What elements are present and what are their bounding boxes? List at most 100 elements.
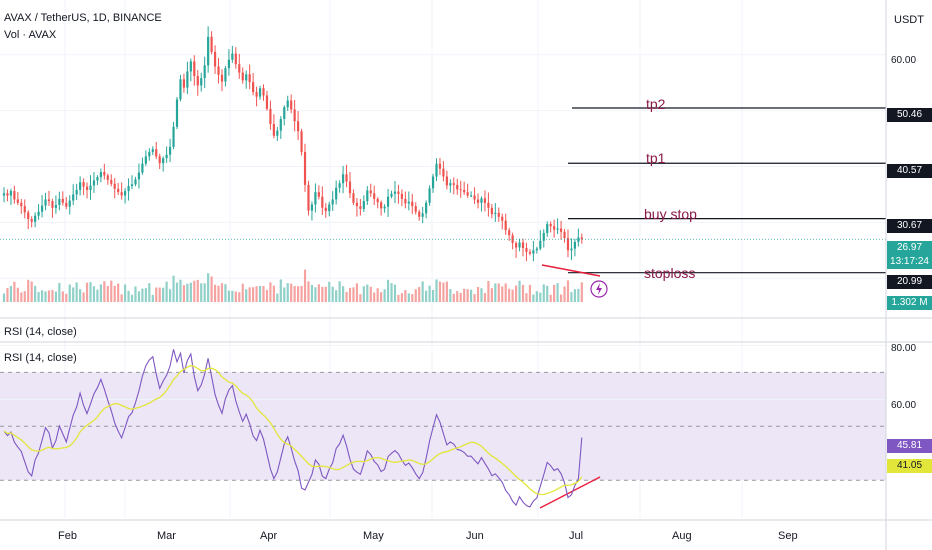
month-feb: Feb	[58, 530, 77, 542]
volume-bar	[248, 287, 251, 302]
candle-body	[518, 242, 521, 248]
candle-body	[331, 199, 334, 205]
candle-body	[431, 176, 435, 189]
volume-value-label: 1.302 M	[887, 296, 932, 310]
volume-bar	[175, 282, 179, 302]
candle-body	[566, 238, 570, 251]
price-axis-tick: 60.00	[891, 55, 917, 66]
volume-bar	[546, 285, 549, 302]
volume-bar	[497, 283, 500, 302]
candle-body	[425, 202, 428, 214]
volume-bar	[376, 288, 379, 302]
volume-bar	[425, 290, 428, 302]
candle-body	[359, 206, 362, 209]
candle-body	[442, 168, 445, 177]
candle-body	[483, 198, 487, 203]
volume-bar	[563, 286, 566, 302]
volume-bar	[193, 280, 196, 302]
candle-body	[269, 108, 272, 124]
currency-label[interactable]: USDT	[894, 14, 924, 26]
volume-bar	[127, 290, 130, 302]
volume-bar	[490, 288, 493, 302]
candle-body	[508, 230, 511, 236]
volume-bar	[72, 287, 75, 302]
candle-body	[75, 189, 78, 195]
volume-bar	[307, 281, 310, 302]
volume-bar	[352, 287, 355, 302]
candle-body	[494, 212, 497, 214]
tp2-annotation: tp2	[646, 96, 666, 112]
candle-body	[113, 183, 116, 189]
volume-bar	[459, 292, 462, 302]
candle-body	[47, 199, 51, 202]
candle-body	[535, 248, 538, 251]
volume-bar	[276, 293, 279, 302]
candle-body	[290, 100, 293, 110]
volume-bar	[418, 287, 421, 302]
volume-bar	[40, 290, 44, 302]
volume-bar	[144, 288, 147, 302]
candle-body	[96, 177, 99, 181]
candle-body	[549, 224, 552, 227]
candle-body	[317, 192, 320, 197]
rsi-empty-pane-title[interactable]: RSI (14, close)	[4, 326, 77, 338]
volume-bar	[47, 290, 51, 302]
candle-body	[542, 232, 545, 241]
candle-body	[238, 64, 241, 73]
volume-bar	[566, 280, 570, 302]
candle-body	[511, 235, 514, 244]
volume-bar	[317, 284, 320, 302]
volume-bar	[373, 292, 376, 302]
volume-bar	[452, 293, 455, 302]
candle-body	[89, 185, 92, 190]
volume-bar	[380, 292, 383, 302]
volume-bar	[130, 294, 134, 302]
candle-body	[20, 202, 23, 207]
candle-body	[265, 95, 269, 109]
volume-bar	[577, 288, 580, 302]
rsi-pane-title[interactable]: RSI (14, close)	[4, 352, 77, 364]
month-jul: Jul	[569, 530, 584, 542]
candle-body	[390, 193, 393, 197]
candle-body	[155, 149, 158, 157]
volume-bar	[158, 287, 161, 302]
candle-body	[227, 59, 230, 69]
candle-body	[186, 71, 189, 88]
volume-bar	[303, 269, 307, 302]
candle-body	[456, 184, 459, 190]
candle-body	[300, 131, 303, 152]
volume-bar	[182, 285, 186, 302]
candle-body	[224, 68, 227, 82]
candle-body	[148, 151, 151, 157]
volume-bar	[559, 294, 563, 302]
candle-body	[570, 248, 573, 251]
month-apr: Apr	[260, 530, 278, 542]
volume-bar	[553, 284, 556, 302]
candle-body	[532, 250, 535, 254]
tp1-annotation: tp1	[646, 150, 666, 166]
candle-body	[559, 228, 563, 232]
volume-bar	[89, 282, 92, 302]
volume-bar	[82, 292, 85, 302]
candle-body	[165, 154, 168, 159]
volume-bar	[283, 287, 286, 302]
tp2-price-label: 50.46	[887, 108, 932, 122]
candle-body	[37, 211, 40, 216]
candle-body	[528, 251, 532, 254]
candle-body	[297, 121, 300, 132]
candle-body	[61, 198, 64, 203]
rsi-axis-tick-60: 60.00	[891, 400, 917, 411]
volume-bar	[124, 284, 127, 302]
candle-body	[411, 201, 414, 207]
volume-bar	[463, 288, 466, 302]
volume-bar	[393, 284, 397, 302]
month-sep: Sep	[778, 530, 798, 542]
candle-body	[341, 174, 345, 184]
volume-bar	[487, 280, 490, 302]
volume-bar	[6, 288, 9, 302]
candle-body	[182, 79, 186, 88]
volume-bar	[44, 291, 47, 302]
volume-bar	[449, 289, 452, 302]
